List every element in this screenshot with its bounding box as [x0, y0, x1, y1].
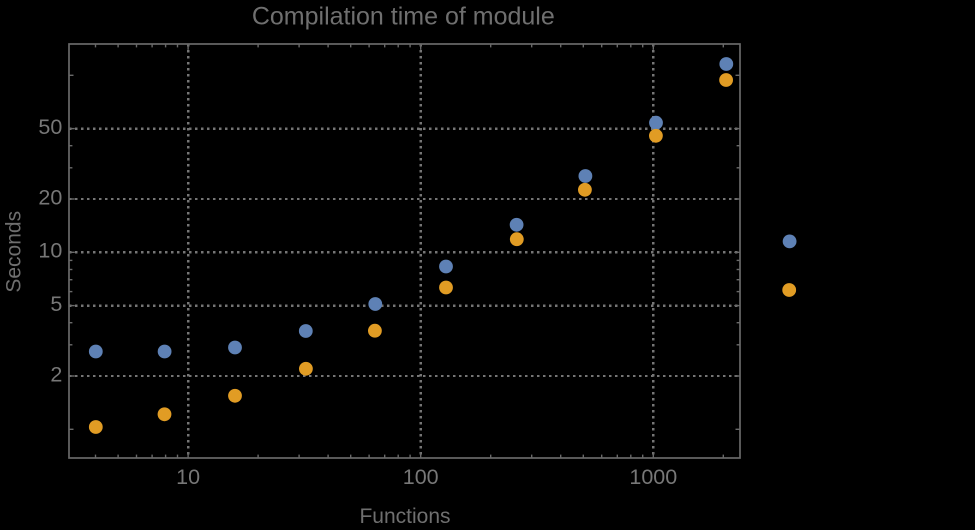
svg-text:2: 2 [50, 362, 62, 386]
svg-text:50: 50 [38, 115, 62, 139]
svg-text:20: 20 [38, 185, 62, 209]
svg-text:10: 10 [38, 239, 62, 263]
svg-text:Compilation time of module: Compilation time of module [252, 2, 555, 30]
svg-text:10: 10 [176, 465, 200, 489]
svg-text:100: 100 [403, 465, 439, 489]
svg-text:Seconds: Seconds [3, 211, 26, 293]
svg-text:Functions: Functions [359, 505, 450, 525]
svg-text:5: 5 [50, 292, 62, 316]
svg-text:1000: 1000 [629, 465, 677, 489]
